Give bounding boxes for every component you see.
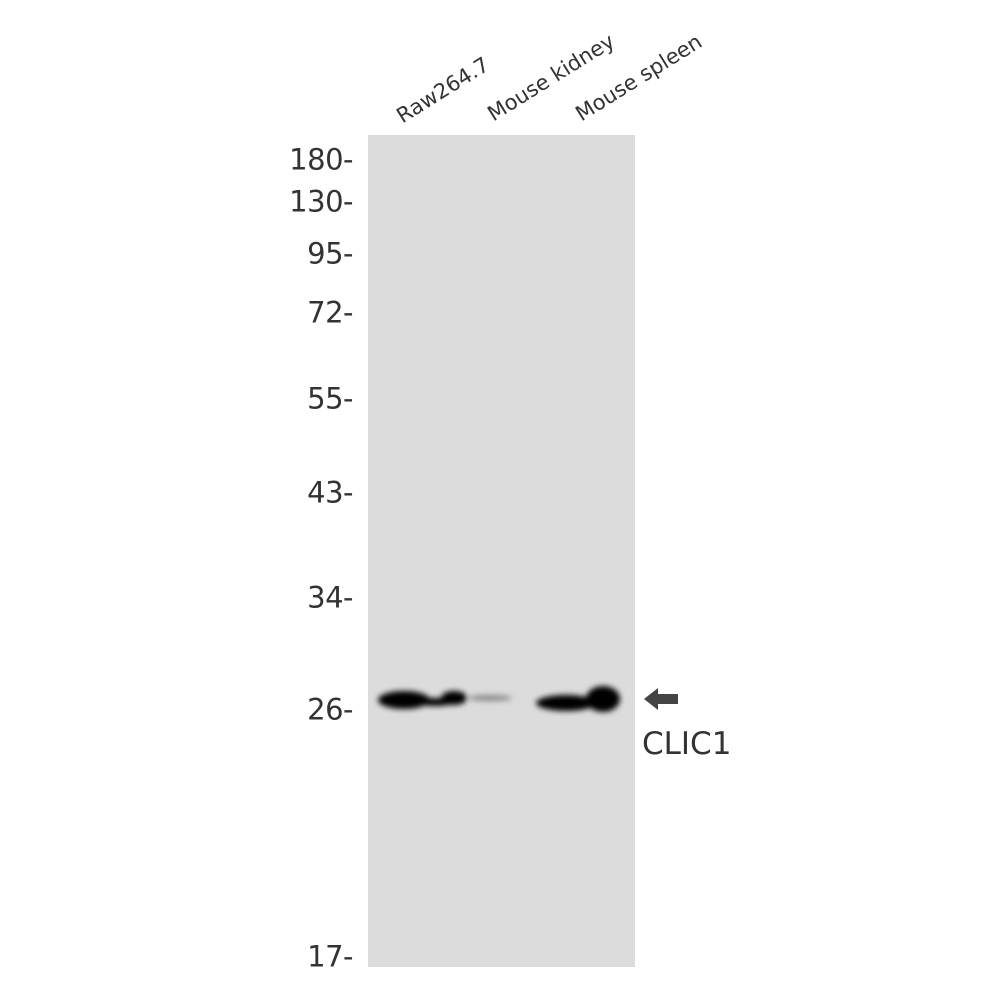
marker-17: 17-	[307, 939, 353, 974]
target-protein-label: CLIC1	[642, 726, 732, 762]
band-lane-2	[441, 691, 467, 705]
marker-180: 180-	[289, 142, 353, 177]
marker-95: 95-	[307, 236, 353, 271]
blot-membrane	[368, 135, 635, 967]
marker-55: 55-	[307, 381, 353, 416]
marker-26: 26-	[307, 692, 353, 727]
band-lane-2-smear	[468, 695, 512, 701]
band-lane-3-peak	[586, 686, 620, 712]
band-lane-1	[378, 691, 430, 709]
left-arrow-icon	[644, 688, 678, 710]
band-lane-3	[536, 695, 596, 711]
marker-43: 43-	[307, 475, 353, 510]
marker-130: 130-	[289, 184, 353, 219]
marker-72: 72-	[307, 295, 353, 330]
marker-34: 34-	[307, 580, 353, 615]
